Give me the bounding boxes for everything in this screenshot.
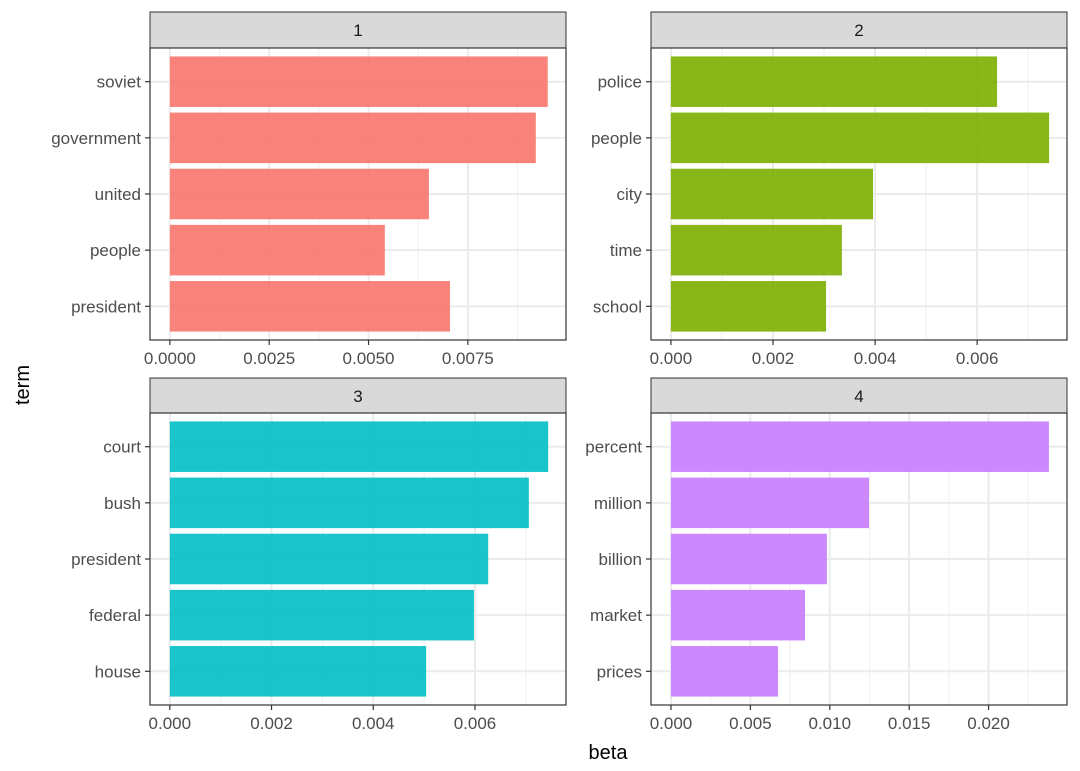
y-tick-label: president [71,550,141,569]
x-tick-label: 0.0075 [442,349,494,368]
bar-house [169,646,427,697]
y-tick-label: people [591,129,642,148]
bar-federal [169,589,474,641]
bar-billion [671,533,827,585]
x-tick-label: 0.0000 [144,349,196,368]
x-tick-label: 0.0025 [243,349,295,368]
bar-united [169,168,429,220]
y-tick-label: federal [89,606,141,625]
y-tick-label: prices [597,662,642,681]
bar-market [671,589,806,641]
bar-percent [671,421,1049,472]
y-tick-label: president [71,297,141,316]
x-tick-label: 0.020 [967,714,1010,733]
y-tick-label: bush [104,494,141,513]
y-tick-label: police [598,73,642,92]
facet-strip-label: 3 [353,387,362,406]
bar-police [670,56,998,107]
y-tick-label: billion [599,550,642,569]
y-axis-title: term [12,365,34,405]
facet-strip [149,11,567,49]
y-tick-label: city [617,185,643,204]
x-tick-label: 0.010 [809,714,852,733]
bar-people [670,112,1050,164]
bar-city [670,168,874,220]
x-tick-label: 0.005 [729,714,772,733]
bar-president [169,533,489,585]
bar-time [670,224,842,276]
facet-strip-label: 4 [854,387,863,406]
panel-3: 3 court bush president federal house 0.000 0.00… [71,377,567,733]
bar-million [671,477,870,529]
y-tick-label: house [95,662,141,681]
x-tick-label: 0.006 [454,714,497,733]
bar-president [169,281,450,332]
x-tick-label: 0.000 [149,714,192,733]
x-tick-label: 0.000 [650,349,693,368]
bar-court [169,421,549,472]
x-tick-label: 0.004 [352,714,395,733]
facet-strip-label: 1 [353,21,362,40]
x-tick-label: 0.006 [956,349,999,368]
bar-prices [671,646,779,697]
y-tick-label: time [610,241,642,260]
y-tick-label: united [95,185,141,204]
bar-people [169,224,385,276]
panel-2: 2 police people city time school 0.000 0.002 0.0… [591,11,1068,368]
panel-4: 4 percent million billion market prices 0.000 0… [585,377,1068,733]
y-tick-label: million [594,494,642,513]
facet-strip [149,377,567,415]
x-tick-label: 0.000 [650,714,693,733]
facet-strip-label: 2 [854,21,863,40]
x-tick-label: 0.002 [752,349,795,368]
x-tick-label: 0.015 [888,714,931,733]
y-tick-label: government [51,129,141,148]
y-tick-label: market [590,606,642,625]
y-tick-label: people [90,241,141,260]
y-tick-label: school [593,297,642,316]
bar-government [169,112,536,164]
x-tick-label: 0.0050 [343,349,395,368]
panel-1: 1 soviet government united people president 0.… [51,11,567,368]
facet-strip [650,11,1068,49]
y-tick-label: court [103,438,141,457]
facet-strip [650,377,1068,415]
x-tick-label: 0.004 [854,349,897,368]
bar-school [670,281,827,332]
x-axis-title: beta [589,742,629,764]
bar-soviet [169,56,548,107]
y-tick-label: soviet [97,73,142,92]
y-tick-label: percent [585,438,642,457]
bar-bush [169,477,529,529]
x-tick-label: 0.002 [250,714,293,733]
